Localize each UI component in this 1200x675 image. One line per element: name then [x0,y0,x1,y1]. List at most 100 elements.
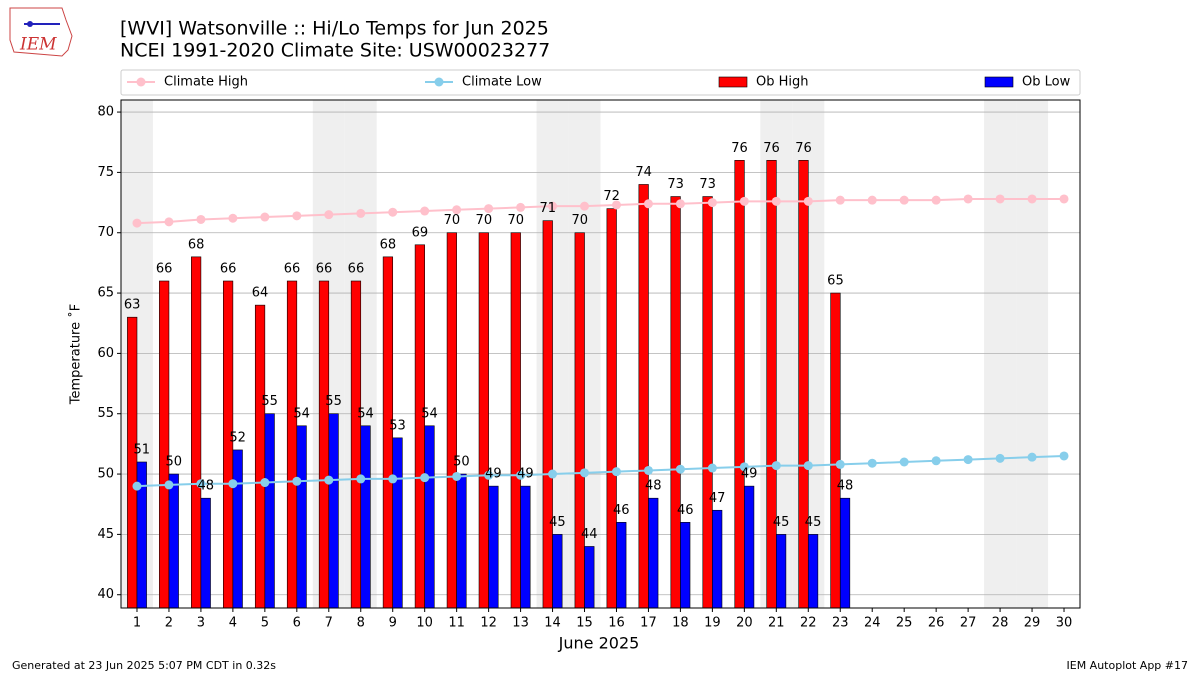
bar [648,497,659,608]
y-tick-label: 80 [97,105,114,120]
data-label: 68 [188,237,205,252]
data-label: 66 [316,261,333,276]
chart-title: [WVI] Watsonville :: Hi/Lo Temps for Jun… [120,18,549,40]
x-axis-label: June 2025 [558,634,640,653]
point [228,213,238,223]
bar [414,244,425,608]
point [803,461,813,471]
point [1027,452,1037,462]
legend-swatch [984,76,1014,88]
point [356,208,366,218]
bar [446,232,457,608]
bar [382,256,394,608]
x-tick-label: 19 [704,616,721,631]
point [675,464,685,474]
data-label: 68 [380,237,397,252]
point [899,457,909,467]
data-label: 76 [795,141,812,156]
point [164,217,174,227]
x-tick-label: 7 [325,616,333,631]
point [452,205,462,215]
x-tick-label: 6 [293,616,301,631]
data-label: 74 [635,165,652,180]
data-label: 50 [165,455,182,470]
data-label: 66 [284,261,301,276]
x-tick-label: 27 [960,616,977,631]
bar [286,280,298,608]
point [707,463,717,473]
point [1059,194,1069,204]
bar [584,546,595,608]
x-tick-label: 8 [357,616,365,631]
data-label: 76 [731,141,748,156]
chart-subtitle: NCEI 1991-2020 Climate Site: USW00023277 [120,40,550,62]
x-tick-label: 24 [864,616,881,631]
data-label: 54 [421,406,438,421]
point [356,474,366,484]
data-label: 45 [805,515,822,530]
point [196,214,206,224]
bar [222,280,234,608]
point [643,199,653,209]
y-tick-label: 50 [97,467,114,482]
point [516,202,526,212]
bar [712,509,723,608]
point [963,455,973,465]
bar [254,304,266,608]
point [995,453,1005,463]
x-tick-label: 15 [576,616,593,631]
point [771,196,781,206]
point [388,474,398,484]
data-label: 70 [508,213,525,228]
legend-swatch [718,76,748,88]
x-tick-label: 28 [992,616,1009,631]
bar [318,280,330,608]
x-tick-label: 22 [800,616,817,631]
bar [191,256,202,608]
x-tick-label: 29 [1024,616,1041,631]
point [899,195,909,205]
point [580,201,590,211]
y-tick-label: 65 [97,286,114,301]
line [136,454,1065,488]
bar [638,184,649,608]
bar [264,413,275,608]
point [292,476,302,486]
bar [766,160,777,608]
point [548,201,558,211]
bar [328,413,339,608]
x-tick-label: 23 [832,616,849,631]
data-label: 45 [773,515,790,530]
data-label: 48 [645,479,662,494]
x-tick-label: 14 [544,616,561,631]
point [707,198,717,208]
x-tick-label: 3 [197,616,205,631]
bar [360,425,371,608]
bar [478,232,489,608]
bar [839,497,851,608]
bar [574,232,585,608]
bar [296,425,307,608]
point [388,207,398,217]
data-label: 51 [134,442,151,457]
bar [552,534,563,608]
bar [168,473,179,608]
point [867,195,877,205]
weekend-shade [984,100,1017,608]
data-label: 50 [453,455,470,470]
data-label: 66 [348,261,365,276]
point [675,199,685,209]
data-label: 49 [741,467,758,482]
data-label: 70 [476,213,493,228]
x-tick-label: 21 [768,616,785,631]
y-tick-label: 70 [97,225,114,240]
y-tick-label: 75 [97,165,114,180]
data-label: 70 [444,213,461,228]
data-label: 66 [156,261,173,276]
data-label: 64 [252,286,269,301]
data-label: 49 [485,467,502,482]
bar [776,534,787,608]
data-label: 73 [667,177,684,192]
bar [200,497,211,608]
point [228,479,238,489]
